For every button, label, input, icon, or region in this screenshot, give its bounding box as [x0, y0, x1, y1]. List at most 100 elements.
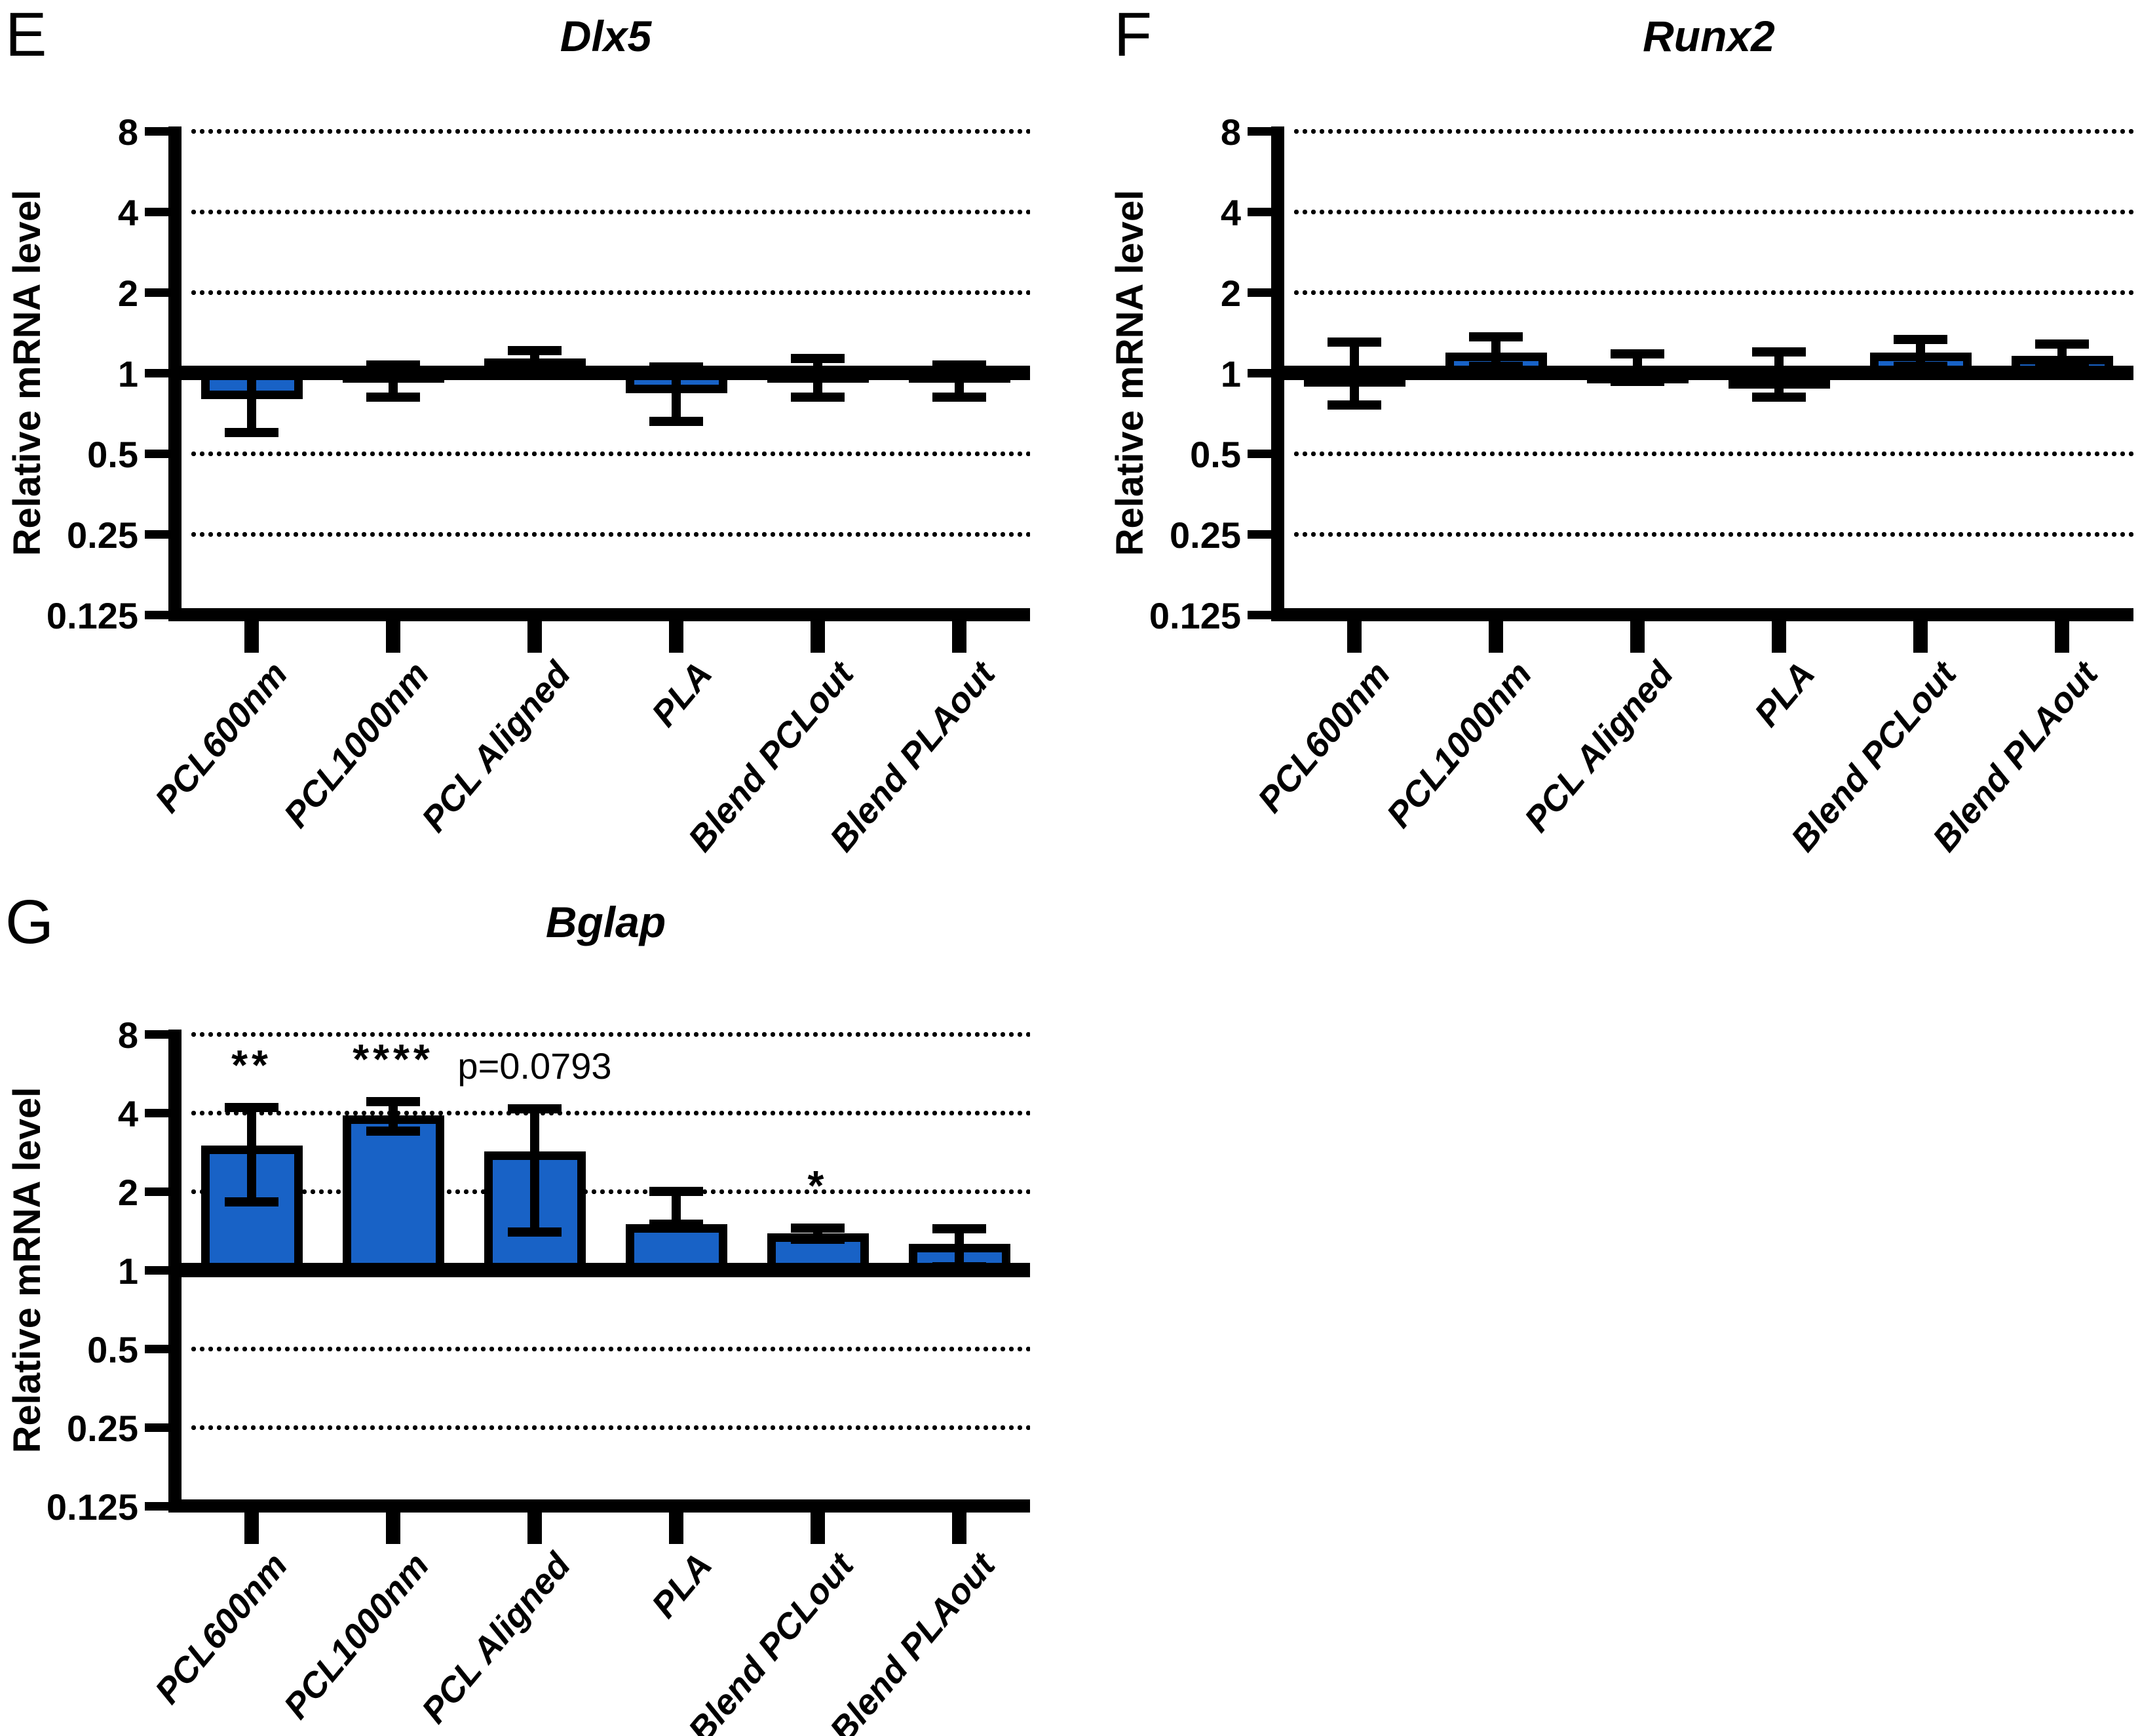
x-tick-label-pcl600nm: PCL600nm	[1250, 654, 1398, 820]
error-bar-line-blend-plaout	[955, 365, 964, 397]
gridline-4	[1293, 209, 2133, 215]
x-tick-pcl1000nm	[386, 1513, 400, 1544]
significance-annotation-blend-pclout: *	[807, 1162, 828, 1209]
x-tick-blend-plaout	[2055, 621, 2069, 653]
error-bar-cap-top-pcl-aligned	[1611, 349, 1664, 358]
error-bar-cap-bottom-pcl600nm	[225, 1197, 278, 1206]
y-tick-4	[145, 208, 170, 216]
x-tick-pcl600nm	[244, 621, 259, 653]
gridline-8	[191, 128, 1030, 134]
y-tick-label-8: 8	[1220, 111, 1241, 153]
y-tick-label-1: 1	[117, 1250, 138, 1292]
error-bar-cap-top-pcl600nm	[1328, 338, 1381, 347]
gridline-0.5	[191, 451, 1030, 457]
y-tick-label-0.5: 0.5	[87, 1329, 138, 1370]
y-tick-label-0.25: 0.25	[1170, 514, 1241, 556]
x-tick-pcl1000nm	[386, 621, 400, 653]
error-bar-cap-bottom-blend-pclout	[791, 393, 845, 402]
x-axis-line	[168, 1499, 1030, 1513]
error-bar-cap-bottom-pla	[649, 417, 703, 426]
x-tick-pcl1000nm	[1489, 621, 1503, 653]
gridline-8	[191, 1032, 1030, 1037]
y-tick-label-0.25: 0.25	[67, 514, 138, 556]
significance-annotation-pcl-aligned: p=0.0793	[457, 1045, 612, 1087]
chart-title-dlx5: Dlx5	[560, 12, 652, 60]
error-bar-cap-bottom-blend-pclout	[791, 1235, 845, 1244]
error-bar-cap-top-blend-pclout	[791, 1224, 845, 1233]
significance-annotation-pcl600nm: **	[231, 1041, 272, 1089]
error-bar-line-pcl1000nm	[389, 365, 398, 397]
error-bar-cap-top-blend-pclout	[1894, 335, 1947, 344]
error-bar-cap-bottom-pcl1000nm	[366, 1127, 420, 1136]
x-tick-label-pcl-aligned: PCL Aligned	[1517, 654, 1681, 839]
error-bar-cap-top-blend-pclout	[791, 354, 845, 363]
y-tick-label-4: 4	[117, 192, 138, 233]
error-bar-cap-bottom-pla	[1752, 393, 1806, 402]
y-tick-label-1: 1	[1220, 353, 1241, 395]
y-tick-label-2: 2	[117, 1172, 138, 1213]
y-tick-label-0.5: 0.5	[1190, 434, 1241, 475]
error-bar-line-pcl-aligned	[530, 1109, 539, 1232]
error-bar-cap-top-blend-plaout	[2035, 339, 2089, 349]
x-tick-blend-pclout	[811, 1513, 825, 1544]
error-bar-cap-top-pcl1000nm	[366, 1097, 420, 1106]
bar-pcl1000nm	[343, 1115, 444, 1277]
y-tick-label-1: 1	[117, 353, 138, 395]
error-bar-cap-bottom-blend-plaout	[932, 393, 986, 402]
gridline-4	[191, 1110, 1030, 1116]
error-bar-cap-top-pla	[649, 362, 703, 372]
x-tick-blend-plaout	[952, 1513, 966, 1544]
error-bar-cap-bottom-pcl-aligned	[508, 364, 562, 373]
gridline-8	[1293, 128, 2133, 134]
y-tick-4	[1248, 208, 1272, 216]
y-tick-2	[1248, 288, 1272, 297]
x-tick-pla	[1772, 621, 1786, 653]
y-tick-1	[145, 1266, 170, 1275]
x-tick-pcl-aligned	[527, 621, 542, 653]
error-bar-line-pcl600nm	[1350, 342, 1359, 404]
error-bar-cap-bottom-blend-plaout	[2035, 359, 2089, 368]
y-tick-1	[1248, 369, 1272, 377]
gridline-0.5	[191, 1346, 1030, 1352]
y-tick-0.25	[145, 1423, 170, 1432]
error-bar-cap-top-pcl-aligned	[508, 346, 562, 355]
error-bar-line-pla	[672, 367, 681, 421]
error-bar-line-pla	[1774, 352, 1784, 398]
y-tick-2	[145, 288, 170, 297]
y-tick-0.5	[145, 1345, 170, 1353]
y-tick-8	[145, 1030, 170, 1039]
y-tick-label-0.5: 0.5	[87, 434, 138, 475]
error-bar-cap-bottom-pla	[649, 1220, 703, 1229]
x-tick-pla	[669, 1513, 683, 1544]
error-bar-line-pcl-aligned	[1633, 354, 1642, 381]
y-tick-0.5	[1248, 450, 1272, 458]
x-tick-pcl600nm	[1347, 621, 1362, 653]
y-tick-label-0.125: 0.125	[46, 1486, 138, 1528]
x-axis-line	[1271, 608, 2133, 621]
x-tick-label-pcl600nm: PCL600nm	[147, 1545, 296, 1712]
x-tick-pcl-aligned	[1630, 621, 1645, 653]
gridline-0.5	[1293, 451, 2133, 457]
x-tick-blend-pclout	[1913, 621, 1928, 653]
error-bar-cap-bottom-pcl1000nm	[366, 393, 420, 402]
chart-title-bglap: Bglap	[545, 898, 666, 946]
error-bar-cap-bottom-blend-plaout	[932, 1262, 986, 1271]
y-tick-0.25	[145, 530, 170, 539]
panel-label-E: E	[5, 0, 47, 69]
y-tick-8	[145, 127, 170, 136]
y-tick-label-2: 2	[1220, 273, 1241, 314]
x-tick-label-blend-pclout: Blend PCLout	[1784, 654, 1964, 859]
error-bar-cap-top-pcl600nm	[225, 1103, 278, 1112]
y-tick-0.125	[145, 1502, 170, 1511]
error-bar-line-pla	[672, 1191, 681, 1224]
y-tick-2	[145, 1187, 170, 1196]
error-bar-line-pcl1000nm	[1491, 337, 1500, 366]
y-tick-0.5	[145, 450, 170, 458]
error-bar-line-pcl600nm	[247, 1108, 256, 1203]
error-bar-cap-top-pla	[649, 1187, 703, 1196]
gridline-0.25	[1293, 531, 2133, 537]
y-tick-label-0.125: 0.125	[46, 595, 138, 636]
baseline-y1	[168, 1263, 1030, 1277]
gridline-0.25	[191, 531, 1030, 537]
